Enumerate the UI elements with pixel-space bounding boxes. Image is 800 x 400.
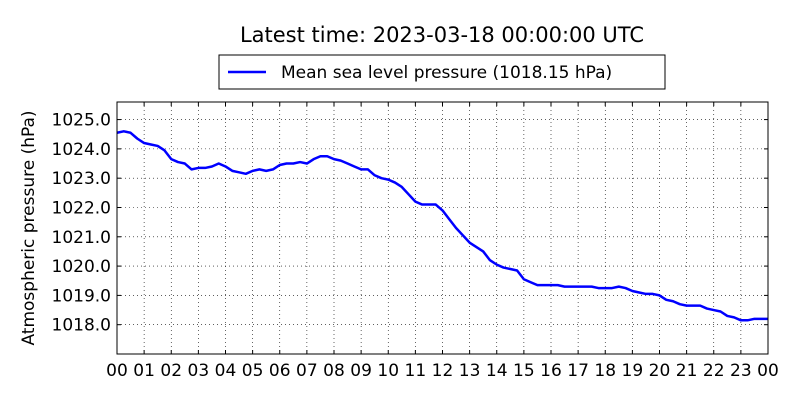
series-line-mean-sea-level-pressure xyxy=(116,130,768,322)
y-tick-label: 1024.0 xyxy=(52,140,111,160)
x-tick-label: 12 xyxy=(432,361,454,381)
grid xyxy=(117,102,768,354)
x-tick-label: 16 xyxy=(540,361,562,381)
x-tick-label: 15 xyxy=(513,361,535,381)
x-tick-label: 22 xyxy=(703,361,725,381)
y-tick-label: 1025.0 xyxy=(52,111,111,131)
x-tick-label: 14 xyxy=(486,361,508,381)
plot-area xyxy=(116,130,768,322)
y-tick-label: 1018.0 xyxy=(52,316,111,336)
x-tick-label: 09 xyxy=(350,361,372,381)
x-tick-label: 05 xyxy=(242,361,264,381)
y-tick-label: 1019.0 xyxy=(52,286,111,306)
x-tick-label: 10 xyxy=(377,361,399,381)
x-tick-label: 20 xyxy=(649,361,671,381)
x-tick-label: 19 xyxy=(622,361,644,381)
x-tick-label: 03 xyxy=(188,361,210,381)
x-tick-label: 00 xyxy=(106,361,128,381)
legend-entry: Mean sea level pressure (1018.15 hPa) xyxy=(281,63,612,83)
x-tick-label: 11 xyxy=(405,361,427,381)
x-tick-label: 08 xyxy=(323,361,345,381)
legend-box xyxy=(218,54,666,90)
x-tick-label: 04 xyxy=(215,361,237,381)
plot-frame xyxy=(116,101,769,355)
x-tick-label: 13 xyxy=(459,361,481,381)
y-tick-label: 1022.0 xyxy=(52,198,111,218)
x-tick-label: 21 xyxy=(676,361,698,381)
x-tick-label: 01 xyxy=(133,361,155,381)
x-tick-label: 02 xyxy=(160,361,182,381)
x-tick-label: 17 xyxy=(567,361,589,381)
chart-title: Latest time: 2023-03-18 00:00:00 UTC xyxy=(240,23,644,47)
x-tick-label: 00 xyxy=(757,361,779,381)
y-axis-label: Atmospheric pressure (hPa) xyxy=(19,110,39,345)
y-tick-label: 1020.0 xyxy=(52,257,111,277)
x-tick-label: 07 xyxy=(296,361,318,381)
x-tick-label: 06 xyxy=(269,361,291,381)
y-tick-label: 1023.0 xyxy=(52,169,111,189)
y-axis: 1018.0 1019.0 1020.0 1021.0 1022.0 1023.0 1024… xyxy=(52,111,768,336)
legend: Mean sea level pressure (1018.15 hPa) xyxy=(218,54,666,90)
x-axis: 00 01 02 03 04 05 06 07 08 09 10 11 12 13 14 15 16 17 18 19… xyxy=(106,102,779,381)
x-tick-label: 18 xyxy=(594,361,616,381)
x-tick-label: 23 xyxy=(730,361,752,381)
y-tick-label: 1021.0 xyxy=(52,228,111,248)
